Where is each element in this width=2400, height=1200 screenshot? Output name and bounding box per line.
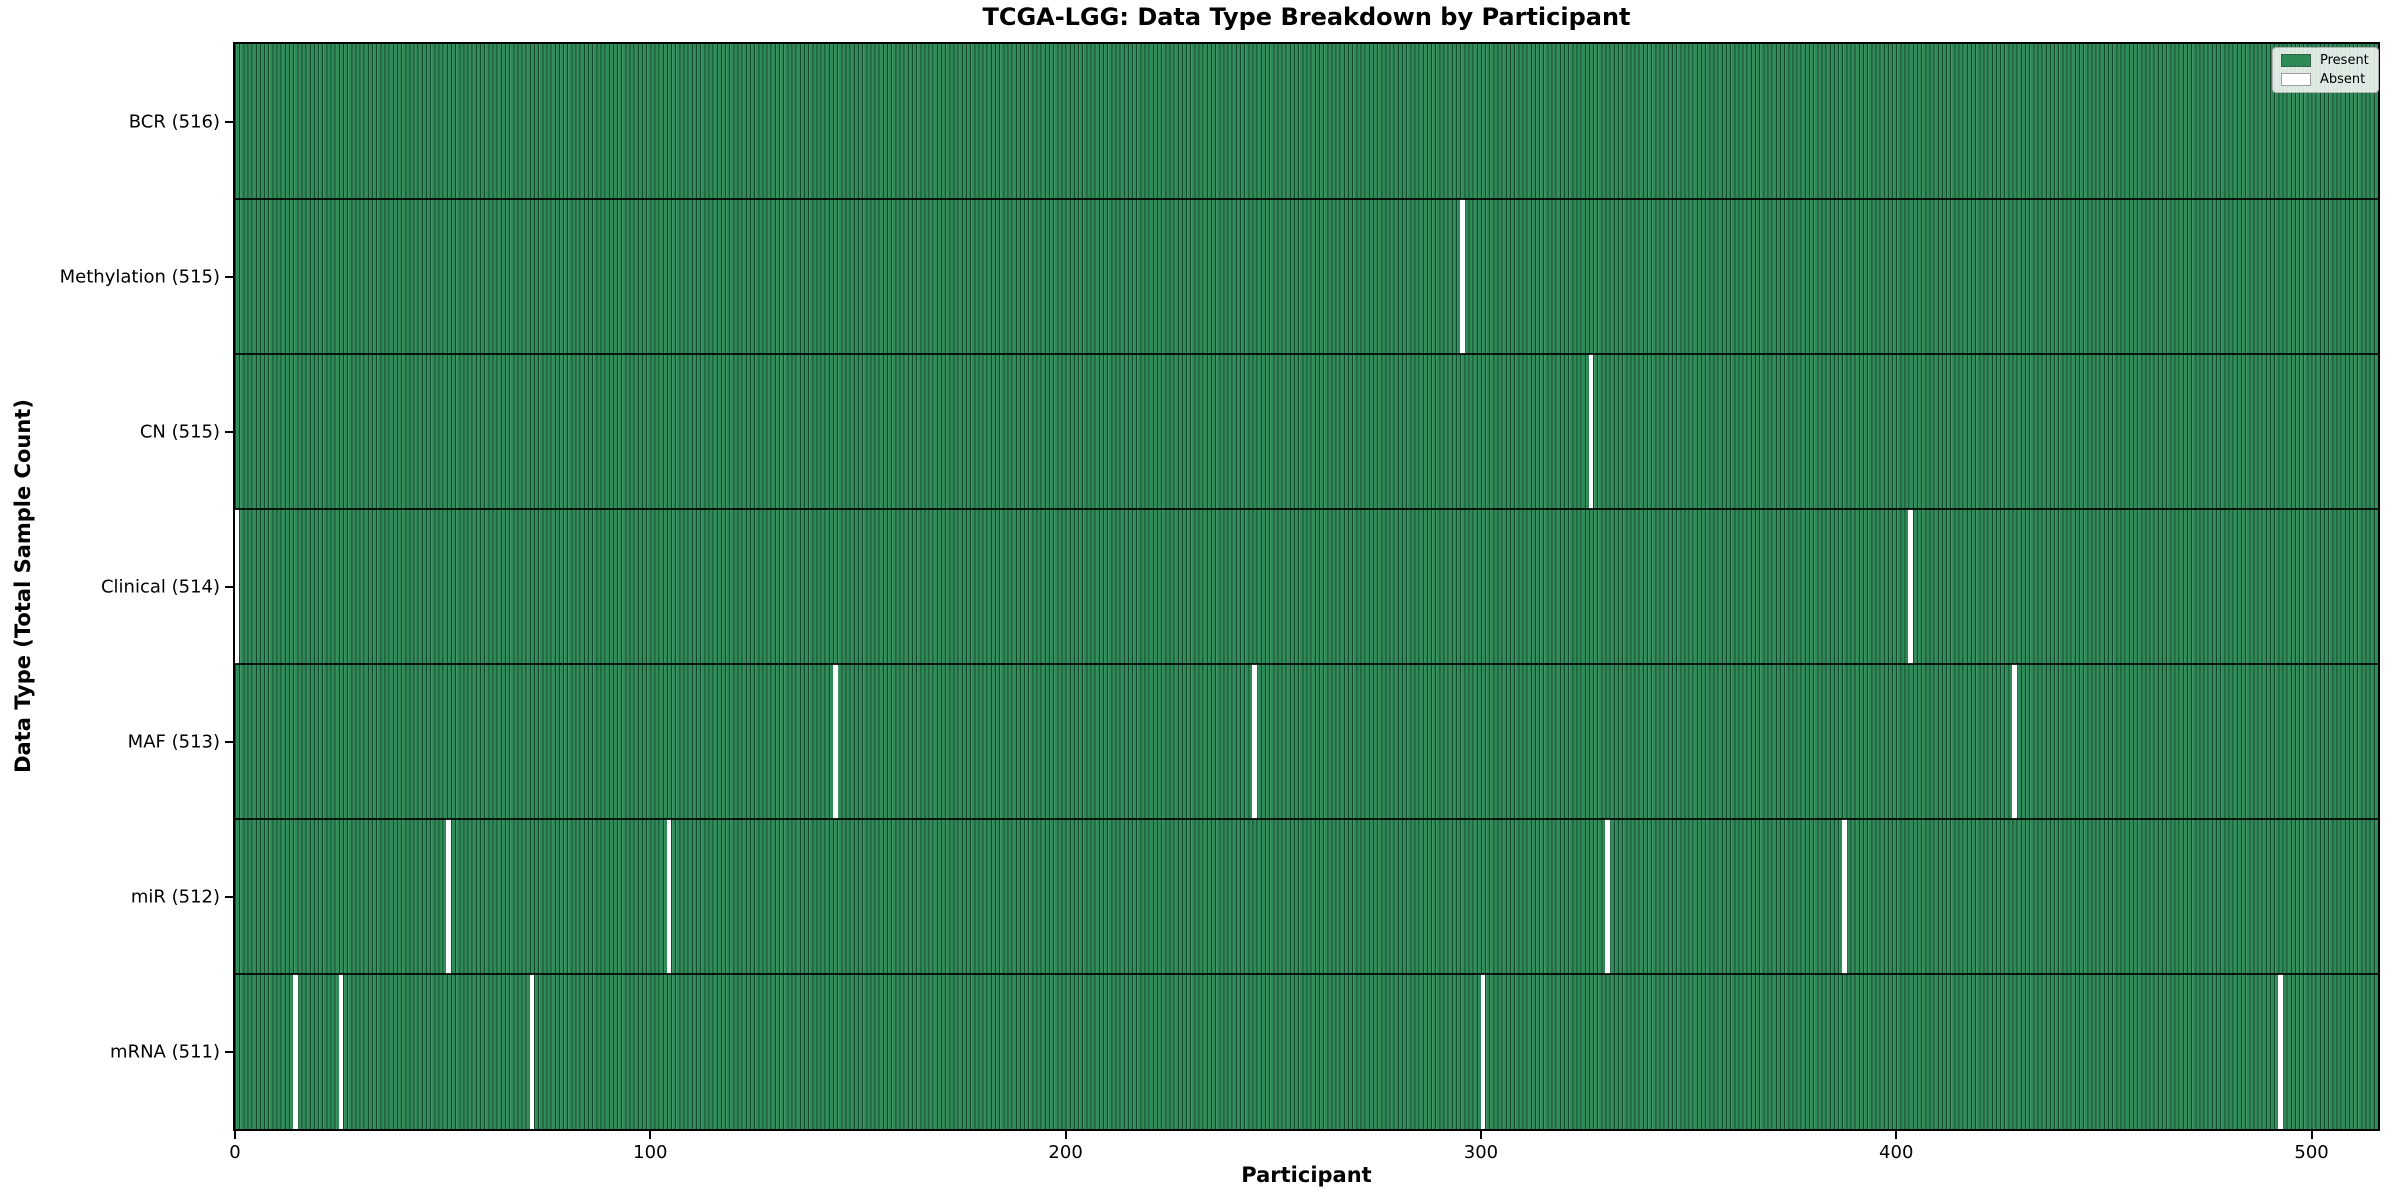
- x-tick-mark: [1895, 1131, 1898, 1139]
- legend-item-present: Present: [2281, 53, 2369, 68]
- row-separator: [235, 663, 2378, 665]
- absent-gap-miR: [666, 819, 672, 974]
- y-tick-label-mRNA: mRNA (511): [110, 1041, 220, 1062]
- y-tick-mark: [225, 895, 233, 898]
- y-tick-mark: [225, 430, 233, 433]
- x-tick-label-500: 500: [2294, 1142, 2329, 1163]
- absent-gap-miR: [1841, 819, 1847, 974]
- absent-gap-Clinical: [1908, 509, 1914, 664]
- x-tick-mark: [649, 1131, 652, 1139]
- absent-swatch-icon: [2281, 73, 2311, 86]
- x-tick-label-400: 400: [1879, 1142, 1914, 1163]
- absent-gap-miR: [446, 819, 452, 974]
- y-tick-mark: [225, 1050, 233, 1053]
- absent-gap-mRNA: [2278, 974, 2283, 1129]
- absent-gap-mRNA: [292, 974, 298, 1129]
- legend-label-present: Present: [2320, 53, 2369, 68]
- y-tick-label-miR: miR (512): [130, 886, 220, 907]
- x-tick-mark: [234, 1131, 236, 1139]
- y-tick-label-MAF: MAF (513): [127, 731, 220, 752]
- x-tick-mark: [1064, 1131, 1067, 1139]
- absent-gap-CN: [1588, 354, 1594, 509]
- y-tick-mark: [225, 585, 233, 588]
- legend-label-absent: Absent: [2320, 72, 2366, 87]
- x-tick-mark: [2310, 1131, 2313, 1139]
- y-tick-mark: [225, 275, 233, 278]
- y-tick-label-BCR: BCR (516): [128, 111, 220, 132]
- x-tick-label-100: 100: [633, 1142, 668, 1163]
- chart-title: TCGA-LGG: Data Type Breakdown by Partici…: [982, 3, 1631, 31]
- y-axis-label: Data Type (Total Sample Count): [11, 399, 35, 773]
- x-tick-label-200: 200: [1048, 1142, 1083, 1163]
- x-tick-label-0: 0: [229, 1142, 241, 1163]
- row-separator: [235, 353, 2378, 355]
- x-tick-mark: [1479, 1131, 1482, 1139]
- y-axis-label-area: Data Type (Total Sample Count): [0, 0, 46, 1172]
- absent-gap-MAF: [2012, 664, 2017, 819]
- y-tick-mark: [225, 740, 233, 743]
- x-axis-label: Participant: [1241, 1163, 1372, 1187]
- absent-gap-mRNA: [529, 974, 535, 1129]
- row-separator: [235, 973, 2378, 975]
- absent-gap-miR: [1605, 819, 1610, 974]
- x-tick-label-300: 300: [1463, 1142, 1499, 1163]
- absent-gap-mRNA: [1480, 974, 1486, 1129]
- legend: Present Absent: [2272, 47, 2379, 93]
- absent-gap-MAF: [832, 664, 838, 819]
- y-tick-mark: [225, 120, 233, 123]
- row-separator: [235, 198, 2378, 200]
- y-tick-label-CN: CN (515): [139, 421, 220, 442]
- legend-item-absent: Absent: [2281, 72, 2369, 87]
- y-tick-label-Methylation: Methylation (515): [59, 266, 220, 287]
- absent-gap-MAF: [1252, 664, 1257, 819]
- plot-area: [233, 42, 2380, 1131]
- heatmap-grid: [235, 44, 2378, 1129]
- present-swatch-icon: [2281, 54, 2311, 67]
- row-separator: [235, 818, 2378, 820]
- absent-gap-mRNA: [338, 974, 344, 1129]
- absent-gap-Clinical: [235, 509, 240, 664]
- absent-gap-Methylation: [1459, 199, 1465, 354]
- row-separator: [235, 508, 2378, 510]
- y-tick-label-Clinical: Clinical (514): [100, 576, 220, 597]
